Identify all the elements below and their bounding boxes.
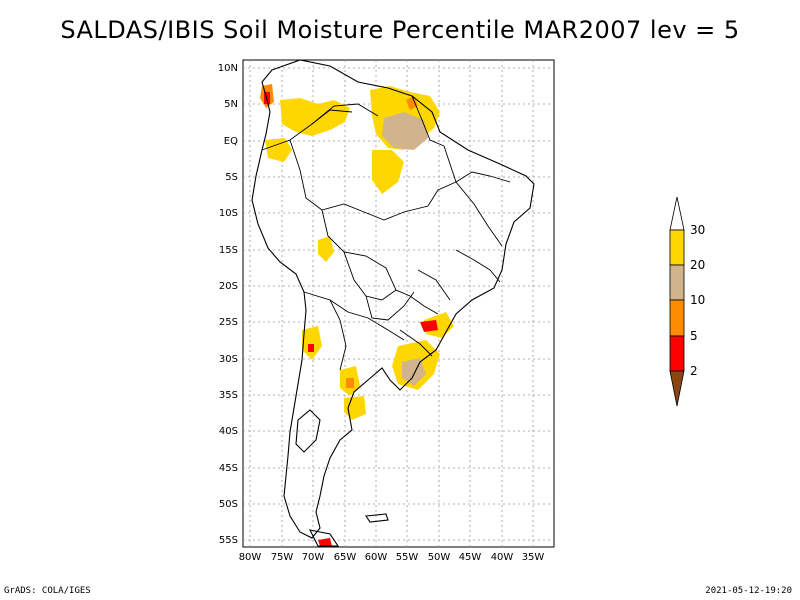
colorbar (669, 196, 685, 407)
colorbar-label: 2 (690, 364, 698, 378)
colorbar-segment-5-10 (669, 299, 685, 337)
lon-label: 65W (334, 552, 357, 563)
lon-label: 50W (428, 552, 451, 563)
lon-label: 40W (491, 552, 514, 563)
lon-label: 75W (271, 552, 294, 563)
colorbar-labels: 30 20 10 5 2 (690, 223, 705, 378)
lat-label: 20S (219, 281, 238, 292)
colorbar-top-arrow (669, 196, 685, 231)
country-borders (261, 95, 511, 371)
lon-label: 45W (459, 552, 482, 563)
colorbar-segment-2-5 (669, 335, 685, 372)
lat-label: 55S (219, 535, 238, 546)
lon-label: 35W (522, 552, 545, 563)
lat-label: EQ (224, 136, 238, 147)
lat-label: 35S (219, 390, 238, 401)
lon-label: 70W (302, 552, 325, 563)
lat-label: 30S (219, 354, 238, 365)
lon-label: 55W (396, 552, 419, 563)
colorbar-segment-20-30 (669, 229, 685, 266)
continent-outline (251, 59, 535, 547)
lon-label: 60W (365, 552, 388, 563)
lat-label: 40S (219, 426, 238, 437)
colorbar-label: 5 (690, 329, 698, 343)
lat-label: 10N (218, 63, 238, 74)
lat-label: 25S (219, 317, 238, 328)
lat-label: 15S (219, 245, 238, 256)
latitude-axis: 10N 5N EQ 5S 10S 15S 20S 25S 30S 35S 40S… (218, 63, 238, 546)
lat-label: 50S (219, 499, 238, 510)
colorbar-label: 10 (690, 293, 705, 307)
lat-label: 5S (225, 172, 238, 183)
map-title: SALDAS/IBIS Soil Moisture Percentile MAR… (60, 16, 740, 44)
lat-label: 5N (224, 99, 238, 110)
footer-credit: GrADS: COLA/IGES (4, 586, 91, 596)
colorbar-label: 20 (690, 258, 705, 272)
colorbar-segment-10-20 (669, 264, 685, 301)
lat-label: 10S (219, 208, 238, 219)
footer-timestamp: 2021-05-12-19:20 (705, 586, 792, 596)
colorbar-bottom-arrow (669, 370, 685, 407)
lat-label: 45S (219, 463, 238, 474)
longitude-axis: 80W 75W 70W 65W 60W 55W 50W 45W 40W 35W (239, 552, 545, 563)
lon-label: 80W (239, 552, 262, 563)
colorbar-label: 30 (690, 223, 705, 237)
